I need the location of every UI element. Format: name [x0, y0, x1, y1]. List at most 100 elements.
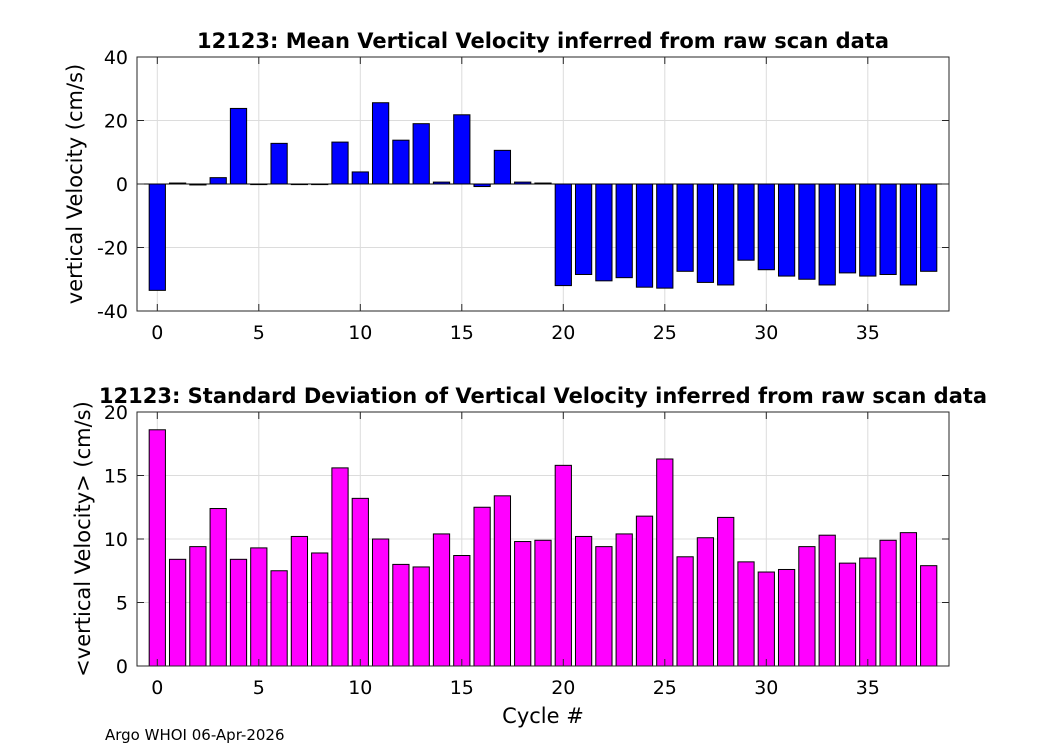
bar — [453, 114, 471, 185]
y-axis-label: vertical Velocity (cm/s) — [63, 64, 87, 304]
chart-title: 12123: Standard Deviation of Vertical Ve… — [99, 384, 987, 408]
x-tick-label: 5 — [253, 322, 265, 344]
bar — [656, 458, 674, 667]
bar — [351, 497, 369, 667]
bar — [920, 565, 938, 667]
bar — [717, 183, 735, 286]
bar — [879, 539, 897, 667]
bar — [777, 568, 796, 667]
x-tick-label: 0 — [151, 677, 163, 699]
bar — [595, 183, 613, 282]
bar — [270, 570, 288, 667]
bar — [635, 183, 654, 288]
x-tick-label: 5 — [253, 677, 265, 699]
x-tick-label: 25 — [653, 677, 677, 699]
bar — [737, 561, 755, 667]
y-tick-label: 20 — [104, 111, 128, 133]
x-axis-label: Cycle # — [502, 704, 584, 728]
y-tick-label: 20 — [104, 402, 128, 424]
bar — [392, 563, 410, 667]
bar — [554, 464, 572, 667]
bar — [168, 558, 187, 667]
bar — [656, 183, 674, 289]
x-tick-label: 10 — [348, 677, 372, 699]
bar — [696, 183, 715, 283]
bar — [818, 534, 836, 667]
bar — [331, 467, 349, 667]
bar — [899, 183, 918, 286]
bar — [757, 183, 775, 271]
y-tick-label: 40 — [104, 47, 128, 69]
y-tick-label: 10 — [104, 529, 128, 551]
bar — [574, 535, 593, 667]
bar — [737, 183, 755, 261]
bar — [534, 539, 552, 667]
bar — [432, 533, 451, 667]
bar — [209, 508, 227, 667]
x-tick-label: 10 — [348, 322, 372, 344]
bar — [493, 149, 512, 185]
bar — [250, 547, 268, 667]
bar — [229, 107, 248, 185]
bar — [493, 495, 512, 667]
bar — [615, 183, 633, 279]
bar — [838, 562, 857, 667]
y-tick-label: -40 — [97, 301, 128, 323]
bar — [838, 183, 857, 274]
x-tick-label: 35 — [856, 322, 880, 344]
bar — [676, 183, 694, 272]
chart-title: 12123: Mean Vertical Velocity inferred f… — [197, 29, 889, 53]
bar — [331, 141, 349, 185]
bar — [859, 557, 877, 667]
bar — [229, 558, 248, 667]
bar — [798, 183, 816, 280]
bar — [311, 552, 329, 667]
bar — [615, 533, 633, 667]
x-tick-label: 15 — [450, 677, 474, 699]
y-tick-label: -20 — [97, 238, 128, 260]
bar — [473, 506, 491, 667]
bar — [879, 183, 897, 275]
x-tick-label: 15 — [450, 322, 474, 344]
bar — [798, 546, 816, 667]
bar — [371, 102, 390, 185]
bar — [514, 541, 532, 667]
bar — [392, 139, 410, 185]
bar — [412, 123, 430, 185]
y-tick-label: 5 — [116, 593, 128, 615]
bar — [777, 183, 796, 277]
bar — [818, 183, 836, 286]
y-tick-label: 15 — [104, 466, 128, 488]
bar — [554, 183, 572, 287]
y-tick-label: 0 — [116, 174, 128, 196]
bar — [574, 183, 593, 275]
bar — [899, 532, 918, 667]
x-tick-label: 25 — [653, 322, 677, 344]
mean-velocity-chart: 0 5 10 15 20 25 30 35 -40 -20 0 20 40 12123: Mean Ver… — [63, 29, 950, 344]
x-tick-label: 35 — [856, 677, 880, 699]
y-axis-label: <vertical Velocity> (cm/s) — [71, 401, 95, 677]
bar — [371, 538, 390, 667]
bar — [148, 429, 166, 667]
footer-credit: Argo WHOI 06-Apr-2026 — [105, 726, 285, 744]
bar — [635, 515, 654, 667]
bar — [270, 142, 288, 185]
bar — [696, 537, 715, 667]
bar — [717, 516, 735, 667]
x-tick-label: 30 — [754, 322, 778, 344]
x-tick-label: 20 — [551, 322, 575, 344]
bar — [676, 556, 694, 667]
bar — [351, 171, 369, 185]
bar — [453, 555, 471, 667]
bar — [209, 177, 227, 185]
bar — [595, 546, 613, 667]
bar — [412, 566, 430, 667]
bar — [920, 183, 938, 272]
y-tick-label: 0 — [116, 656, 128, 678]
bar — [189, 546, 207, 667]
x-tick-label: 30 — [754, 677, 778, 699]
bar — [290, 535, 309, 667]
x-tick-label: 20 — [551, 677, 575, 699]
